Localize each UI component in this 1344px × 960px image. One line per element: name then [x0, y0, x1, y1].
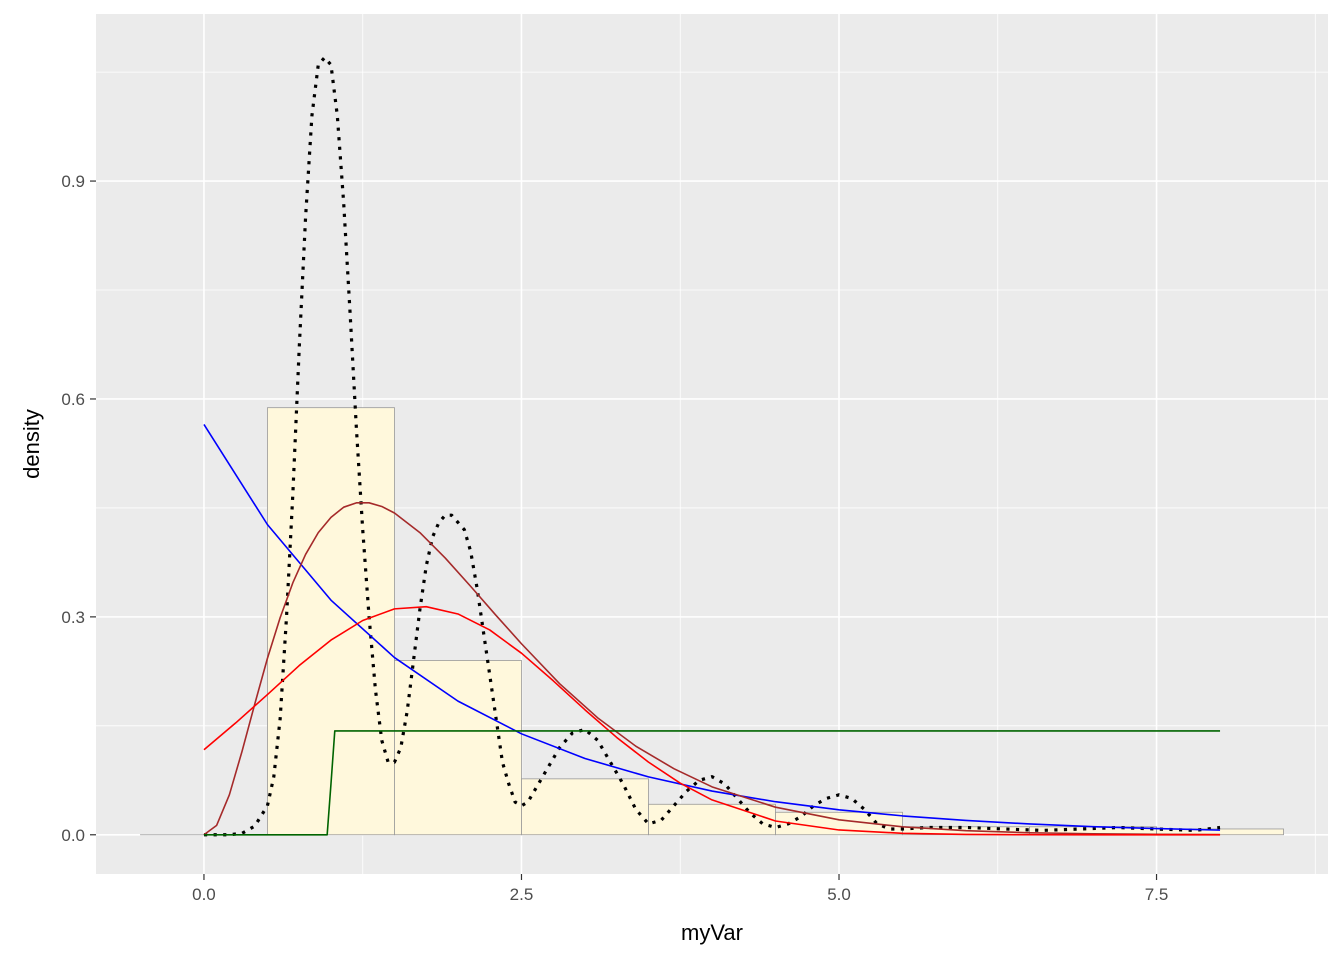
y-tick-label: 0.3 — [61, 608, 85, 627]
x-tick-label: 5.0 — [827, 885, 851, 904]
x-axis-title: myVar — [681, 920, 743, 945]
y-tick-label: 0.0 — [61, 826, 85, 845]
x-tick-label: 0.0 — [192, 885, 216, 904]
y-tick-label: 0.6 — [61, 390, 85, 409]
x-tick-label: 7.5 — [1145, 885, 1169, 904]
density-curve-3 — [203, 605, 1221, 836]
histogram-bar — [394, 660, 522, 836]
histogram-bar — [267, 407, 395, 836]
histogram — [140, 407, 1284, 836]
histogram-bar — [521, 778, 649, 836]
density-curve-1 — [203, 423, 1221, 831]
histogram-bar — [648, 803, 776, 836]
density-curves — [203, 55, 1221, 837]
y-axis-title: density — [19, 409, 44, 479]
axes: 0.0 2.5 5.0 7.5 0.0 0.3 0.6 0.9 — [61, 172, 1168, 904]
x-tick-label: 2.5 — [510, 885, 534, 904]
y-tick-label: 0.9 — [61, 172, 85, 191]
density-curve-4 — [203, 730, 1221, 836]
density-curve-2 — [203, 502, 1221, 836]
density-curve-0 — [203, 55, 1221, 837]
histogram-bar — [775, 811, 903, 836]
